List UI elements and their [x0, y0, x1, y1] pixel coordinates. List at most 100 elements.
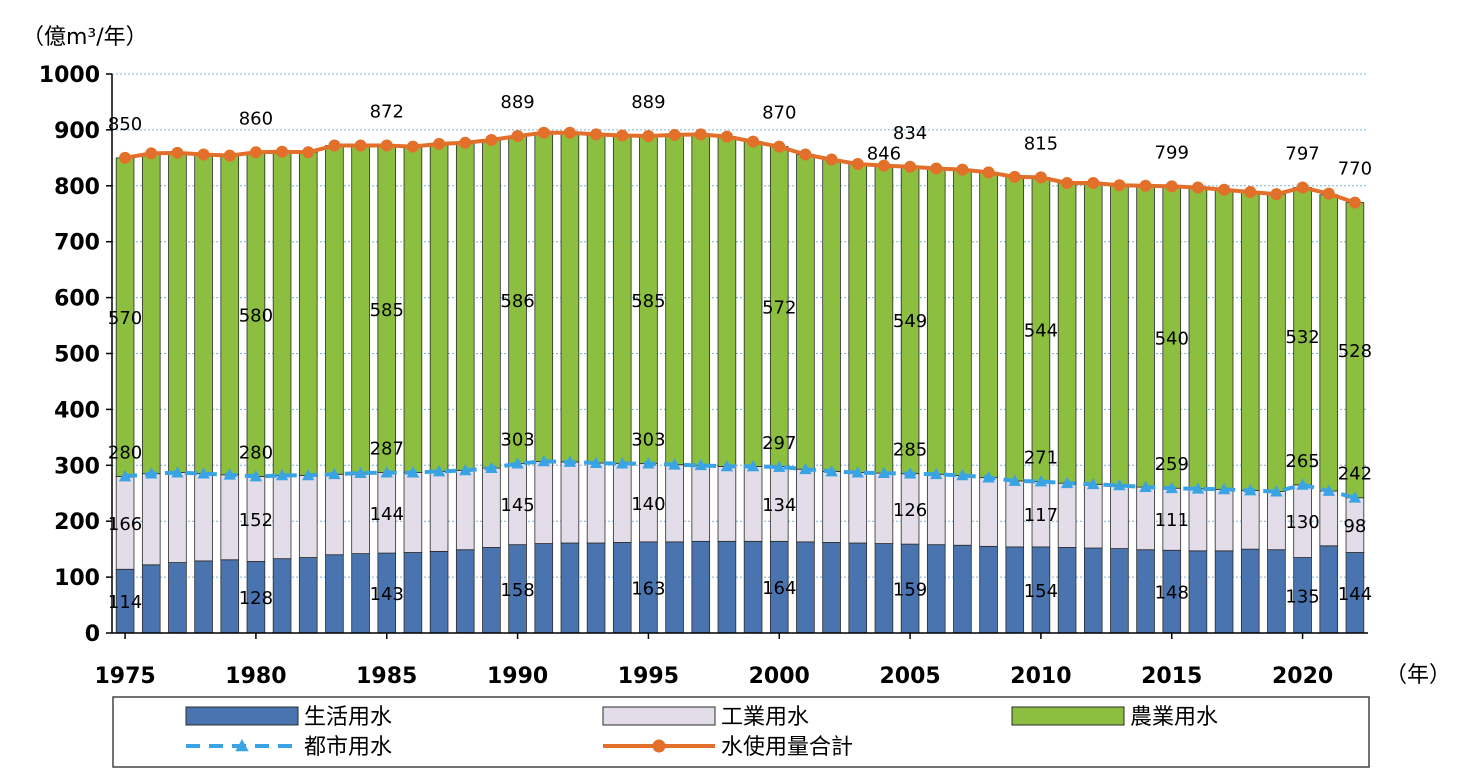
bar-segment — [979, 171, 998, 478]
bar-segment — [1319, 194, 1339, 492]
total-water-point — [904, 160, 917, 173]
bar-segment — [926, 473, 946, 546]
total-water-point — [877, 159, 890, 172]
bar-value-label: 117 — [1024, 505, 1058, 526]
bar-value-label: 585 — [631, 291, 665, 312]
bar-segment — [1214, 488, 1234, 552]
x-tick-label: 1975 — [94, 664, 155, 689]
total-water-point — [249, 146, 262, 159]
urban-value-label: 303 — [500, 430, 534, 451]
total-water-point — [851, 157, 864, 170]
urban-water-point — [1322, 484, 1335, 496]
bar-segment — [1136, 486, 1155, 551]
urban-water-point — [1165, 481, 1178, 494]
bar-segment — [194, 473, 213, 562]
bar-segment — [482, 139, 501, 469]
total-value-label: 770 — [1338, 159, 1372, 180]
bar-segment — [482, 467, 501, 548]
legend-label: 都市用水 — [304, 735, 392, 760]
bar-segment — [1005, 176, 1025, 482]
total-water-point — [276, 145, 289, 158]
total-water-point — [433, 137, 446, 150]
bar-segment — [979, 545, 998, 634]
y-tick-label: 900 — [54, 119, 100, 144]
urban-value-label: 285 — [893, 440, 927, 461]
total-water-point — [1061, 177, 1074, 190]
bar-segment — [403, 472, 423, 553]
urban-water-point — [537, 454, 550, 467]
y-tick-label: 500 — [54, 343, 100, 368]
total-water-point — [302, 146, 315, 159]
bar-segment — [1110, 485, 1129, 549]
bar-segment — [586, 133, 606, 464]
urban-water-point — [956, 468, 969, 481]
bar-value-label: 98 — [1343, 516, 1366, 537]
bar-segment — [796, 154, 815, 470]
bar-segment — [926, 168, 946, 475]
bar-value-label: 166 — [108, 514, 142, 535]
bar-segment — [1188, 550, 1208, 634]
urban-water-point — [773, 460, 786, 472]
urban-water-point — [432, 464, 446, 477]
bar-segment — [403, 552, 423, 634]
bar-value-label: 134 — [762, 495, 796, 516]
bar-value-label: 140 — [631, 494, 665, 515]
urban-water-point — [930, 467, 943, 480]
urban-water-point — [118, 469, 132, 482]
total-water-point — [799, 148, 812, 161]
bar-segment — [612, 463, 632, 543]
bar-segment — [953, 544, 972, 634]
urban-water-point — [406, 466, 420, 478]
bar-segment — [429, 550, 449, 634]
bar-segment — [822, 471, 841, 543]
y-tick-label: 0 — [85, 622, 100, 647]
bar-value-label: 144 — [1338, 584, 1372, 605]
urban-water-point — [1087, 477, 1100, 490]
bar-segment — [1110, 184, 1129, 486]
bar-segment — [325, 554, 344, 634]
bar-segment — [534, 543, 554, 634]
bar-segment — [560, 542, 580, 634]
total-water-point — [1322, 187, 1335, 200]
bar-segment — [272, 558, 292, 634]
total-water-point — [380, 139, 393, 152]
total-value-label: 860 — [239, 108, 273, 129]
bar-segment — [874, 543, 894, 634]
urban-water-point — [223, 468, 236, 480]
urban-water-point — [249, 469, 263, 482]
total-water-point — [930, 162, 943, 175]
urban-water-point — [851, 466, 864, 478]
bar-value-label: 586 — [500, 291, 534, 312]
bar-value-label: 549 — [893, 311, 927, 332]
total-water-point — [773, 140, 786, 153]
urban-water-point — [1348, 491, 1362, 503]
x-tick-label: 2020 — [1272, 664, 1333, 689]
bar-segment — [1083, 483, 1103, 549]
y-tick-label: 100 — [54, 566, 100, 591]
bar-segment — [953, 474, 972, 546]
lines — [118, 126, 1362, 503]
bar-segment — [926, 544, 946, 634]
total-value-label: 799 — [1155, 142, 1189, 163]
total-water-point — [406, 140, 419, 153]
bar-segment — [272, 151, 292, 476]
legend-marker — [652, 739, 666, 753]
bar-segment — [822, 542, 841, 634]
total-value-label: 870 — [762, 103, 796, 124]
bar-segment — [1240, 548, 1260, 634]
bar-segment — [1214, 189, 1234, 490]
urban-water-point — [616, 457, 629, 469]
bar-segment — [220, 155, 240, 476]
bar-segment — [1188, 488, 1208, 552]
bar-value-label: 159 — [893, 580, 927, 601]
legend-label: 生活用水 — [304, 705, 392, 730]
legend-frame — [112, 696, 1370, 768]
bar-segment — [586, 462, 606, 544]
total-value-label: 850 — [108, 114, 142, 135]
y-tick-label: 800 — [54, 175, 100, 200]
bar-segment — [1136, 549, 1155, 634]
x-tick-label: 1990 — [487, 664, 548, 689]
legend-label: 農業用水 — [1130, 705, 1218, 730]
